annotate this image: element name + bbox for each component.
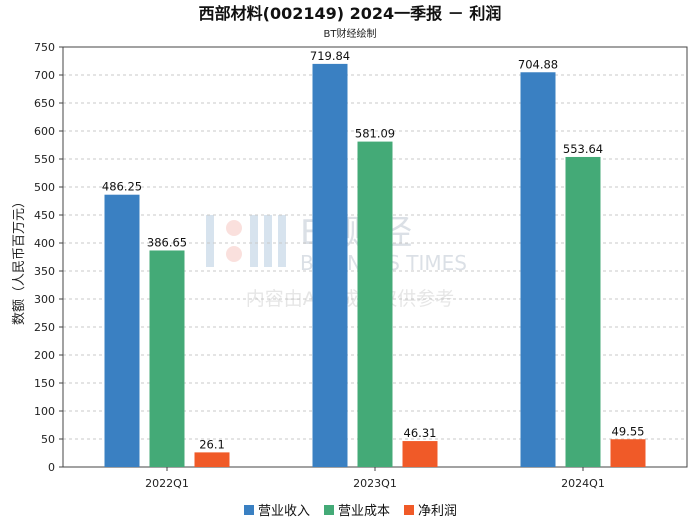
watermark-disclaimer: 内容由AI生成，仅供参考	[246, 288, 455, 310]
axes: 0 50 100 150 200 250 300 350 400 450 500 550 600 650 7…	[34, 41, 688, 490]
legend-label: 营业成本	[338, 504, 390, 519]
watermark-logo	[206, 215, 286, 267]
legend-swatch	[324, 505, 334, 515]
y-tick-label: 350	[34, 265, 55, 278]
y-tick-label: 150	[34, 377, 55, 390]
data-label: 386.65	[147, 235, 187, 249]
bar	[565, 156, 601, 467]
legend-label: 净利润	[418, 504, 457, 519]
y-tick-label: 200	[34, 349, 55, 362]
legend-swatch	[404, 505, 414, 515]
bar	[194, 452, 230, 467]
bar	[149, 250, 185, 467]
y-tick-label: 600	[34, 125, 55, 138]
data-label: 581.09	[355, 127, 395, 141]
bar	[520, 72, 556, 467]
bar	[610, 439, 646, 467]
y-tick-label: 450	[34, 209, 55, 222]
y-tick-label: 650	[34, 97, 55, 110]
y-tick-label: 500	[34, 181, 55, 194]
data-label: 486.25	[102, 180, 142, 194]
y-tick-label: 300	[34, 293, 55, 306]
x-tick-label: 2024Q1	[561, 477, 605, 490]
legend-label: 营业收入	[258, 504, 310, 519]
y-axis-label: 数额（人民币百万元）	[12, 195, 27, 325]
legend-swatch	[244, 505, 254, 515]
y-tick-label: 700	[34, 69, 55, 82]
x-tick-label: 2023Q1	[353, 477, 397, 490]
data-label: 553.64	[563, 142, 603, 156]
bar	[402, 441, 438, 467]
y-tick-label: 100	[34, 405, 55, 418]
chart-subtitle: BT财经绘制	[324, 27, 377, 40]
y-tick-label: 50	[41, 433, 55, 446]
y-tick-label: 250	[34, 321, 55, 334]
y-tick-label: 750	[34, 41, 55, 54]
bar	[312, 63, 348, 468]
data-label: 46.31	[404, 426, 437, 440]
bar	[104, 194, 140, 467]
data-label: 49.55	[612, 424, 645, 438]
data-label: 26.1	[199, 437, 225, 451]
y-tick-label: 550	[34, 153, 55, 166]
data-label: 704.88	[518, 57, 558, 71]
value-labels: 486.25 386.65 26.1 719.84 581.09 46.31 704.88 5…	[102, 49, 645, 451]
bars	[104, 63, 646, 468]
bar	[357, 141, 393, 467]
y-tick-label: 400	[34, 237, 55, 250]
data-label: 719.84	[310, 49, 350, 63]
y-tick-label: 0	[48, 461, 55, 474]
legend: 营业收入 营业成本 净利润	[244, 504, 457, 519]
chart-title: 西部材料(002149) 2024一季报 － 利润	[199, 4, 502, 23]
x-tick-label: 2022Q1	[145, 477, 189, 490]
